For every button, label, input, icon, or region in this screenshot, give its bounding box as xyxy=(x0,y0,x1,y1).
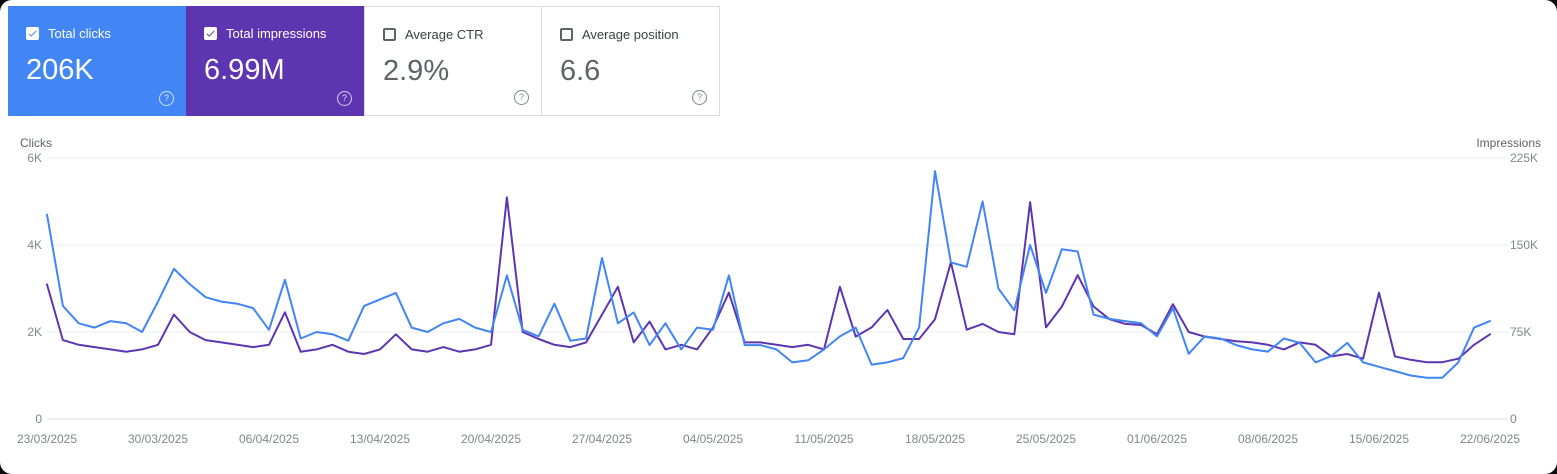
metric-label: Average CTR xyxy=(405,27,484,42)
metric-label: Total clicks xyxy=(48,26,111,41)
right-axis-tick-label: 75K xyxy=(1510,325,1532,339)
metric-card-average-ctr[interactable]: Average CTR 2.9% ? xyxy=(364,6,542,116)
metric-value: 206K xyxy=(26,54,94,86)
card-header: Average position xyxy=(560,27,705,42)
metric-value: 6.6 xyxy=(560,55,601,87)
series-line-total-impressions xyxy=(46,196,1491,364)
metric-label: Total impressions xyxy=(226,26,327,41)
checkbox-unchecked-icon[interactable] xyxy=(560,28,573,41)
checkmark-icon xyxy=(28,30,37,37)
x-axis-tick-label: 06/04/2025 xyxy=(238,432,300,446)
metric-cards: Total clicks 206K ? Total impressions 6.… xyxy=(8,6,720,116)
help-icon[interactable]: ? xyxy=(692,90,707,105)
help-icon[interactable]: ? xyxy=(337,91,352,106)
x-axis-tick-label: 04/05/2025 xyxy=(682,432,744,446)
right-axis-tick-label: 150K xyxy=(1510,238,1539,252)
metric-value: 6.99M xyxy=(204,54,285,86)
metric-value: 2.9% xyxy=(383,55,450,87)
left-axis-tick-label: 6K xyxy=(27,151,42,165)
x-axis-tick-label: 27/04/2025 xyxy=(571,432,633,446)
left-axis-title: Clicks xyxy=(20,136,52,150)
checkbox-checked-icon[interactable] xyxy=(204,27,217,40)
x-axis-tick-label: 08/06/2025 xyxy=(1237,432,1299,446)
right-axis-tick-label: 225K xyxy=(1510,151,1539,165)
x-axis-tick-label: 11/05/2025 xyxy=(794,432,854,446)
metric-label: Average position xyxy=(582,27,679,42)
x-axis-tick-label: 23/03/2025 xyxy=(16,432,78,446)
series-line-total-clicks xyxy=(46,170,1491,379)
card-header: Total impressions xyxy=(204,26,350,41)
left-axis-tick-label: 0 xyxy=(35,412,42,426)
right-axis-tick-label: 0 xyxy=(1510,412,1517,426)
left-axis-tick-label: 2K xyxy=(27,325,42,339)
x-axis-tick-label: 13/04/2025 xyxy=(349,432,411,446)
x-axis-tick-label: 18/05/2025 xyxy=(904,432,966,446)
x-axis-tick-label: 20/04/2025 xyxy=(460,432,522,446)
left-axis-tick-label: 4K xyxy=(27,238,42,252)
checkbox-checked-icon[interactable] xyxy=(26,27,39,40)
help-icon[interactable]: ? xyxy=(159,91,174,106)
right-axis-title: Impressions xyxy=(1476,136,1541,150)
checkbox-unchecked-icon[interactable] xyxy=(383,28,396,41)
metric-card-average-position[interactable]: Average position 6.6 ? xyxy=(542,6,720,116)
card-header: Total clicks xyxy=(26,26,172,41)
x-axis-tick-label: 01/06/2025 xyxy=(1126,432,1188,446)
x-axis-tick-label: 30/03/2025 xyxy=(127,432,189,446)
checkmark-icon xyxy=(206,30,215,37)
metric-card-total-impressions[interactable]: Total impressions 6.99M ? xyxy=(186,6,364,116)
help-icon[interactable]: ? xyxy=(514,90,529,105)
x-axis-tick-label: 25/05/2025 xyxy=(1015,432,1077,446)
metric-card-total-clicks[interactable]: Total clicks 206K ? xyxy=(8,6,186,116)
x-axis-tick-label: 22/06/2025 xyxy=(1459,432,1521,446)
x-axis-tick-label: 15/06/2025 xyxy=(1348,432,1410,446)
card-header: Average CTR xyxy=(383,27,527,42)
